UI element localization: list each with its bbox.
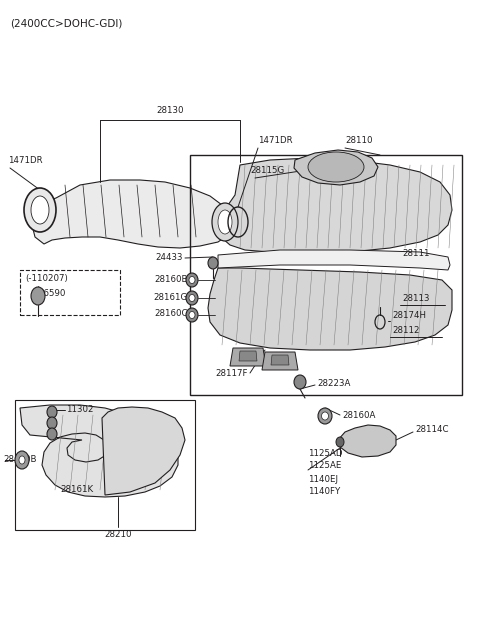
Polygon shape	[239, 351, 257, 361]
Text: 86590: 86590	[38, 289, 65, 297]
Ellipse shape	[47, 406, 57, 418]
Text: (2400CC>DOHC-GDI): (2400CC>DOHC-GDI)	[10, 18, 122, 28]
Ellipse shape	[189, 312, 195, 319]
Text: 28113: 28113	[402, 294, 430, 303]
Text: 28210: 28210	[104, 530, 132, 539]
Polygon shape	[230, 348, 266, 366]
Text: 28117F: 28117F	[216, 368, 248, 378]
Bar	[20, 270, 120, 315]
Text: 1125AD: 1125AD	[308, 448, 343, 458]
Text: 28160B: 28160B	[155, 276, 188, 284]
Text: 28174H: 28174H	[392, 311, 426, 320]
Ellipse shape	[189, 294, 195, 302]
Bar	[190, 155, 462, 395]
Polygon shape	[208, 268, 452, 350]
Text: 28160A: 28160A	[342, 410, 375, 420]
Text: 28161K: 28161K	[60, 486, 93, 494]
Ellipse shape	[294, 375, 306, 389]
Text: 28160C: 28160C	[155, 309, 188, 317]
Text: 11302: 11302	[66, 404, 94, 414]
Ellipse shape	[47, 417, 57, 429]
Ellipse shape	[15, 451, 29, 469]
Text: 28111: 28111	[402, 249, 430, 258]
Polygon shape	[20, 405, 178, 497]
Text: 1140EJ: 1140EJ	[308, 474, 338, 484]
Polygon shape	[218, 250, 450, 270]
Text: (-110207): (-110207)	[25, 273, 68, 283]
Ellipse shape	[19, 456, 25, 464]
Ellipse shape	[31, 196, 49, 224]
Text: 1125AE: 1125AE	[308, 461, 341, 471]
Text: 28115G: 28115G	[250, 166, 284, 175]
Ellipse shape	[322, 412, 328, 420]
Text: 1471DR: 1471DR	[8, 156, 43, 165]
Text: 28114C: 28114C	[415, 425, 448, 435]
Ellipse shape	[186, 308, 198, 322]
Text: 28112: 28112	[392, 326, 420, 335]
Text: 28110: 28110	[345, 136, 372, 145]
Polygon shape	[220, 158, 452, 253]
Text: 1471DR: 1471DR	[258, 136, 293, 145]
Ellipse shape	[218, 210, 232, 234]
Ellipse shape	[308, 152, 364, 182]
Polygon shape	[271, 355, 289, 365]
Text: 28160B: 28160B	[3, 455, 36, 465]
Text: 1140FY: 1140FY	[308, 487, 340, 497]
Ellipse shape	[47, 428, 57, 440]
Ellipse shape	[186, 291, 198, 305]
Ellipse shape	[212, 203, 238, 241]
Ellipse shape	[189, 276, 195, 284]
Text: 28223A: 28223A	[317, 379, 350, 388]
Ellipse shape	[186, 273, 198, 287]
Ellipse shape	[336, 437, 344, 447]
Polygon shape	[294, 150, 378, 185]
Text: 28161G: 28161G	[154, 292, 188, 302]
Ellipse shape	[24, 188, 56, 232]
Polygon shape	[338, 425, 396, 457]
Polygon shape	[262, 352, 298, 370]
Ellipse shape	[208, 257, 218, 269]
Text: 24433: 24433	[156, 253, 183, 261]
Ellipse shape	[31, 287, 45, 305]
Polygon shape	[32, 180, 232, 248]
Polygon shape	[102, 407, 185, 495]
Text: 28130: 28130	[156, 106, 184, 115]
Ellipse shape	[318, 408, 332, 424]
Bar	[15, 400, 195, 530]
